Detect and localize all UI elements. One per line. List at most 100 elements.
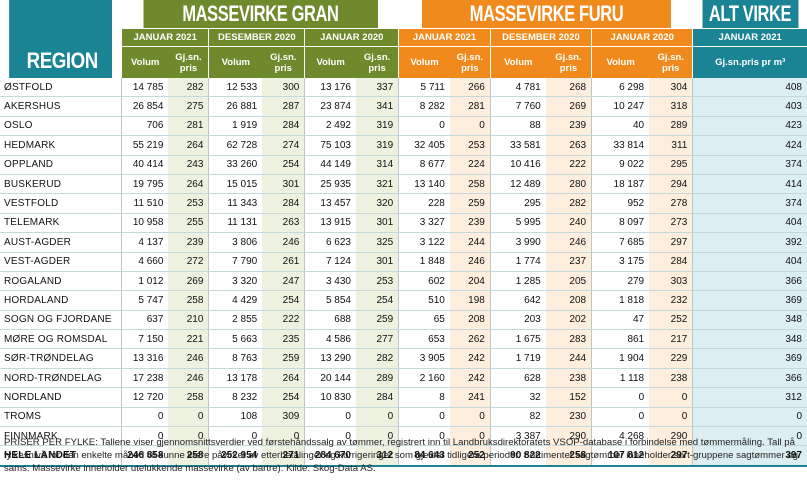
volum-cell: 6 623: [304, 232, 356, 253]
pris-cell: 0: [168, 407, 209, 428]
volum-cell: 1 285: [489, 271, 546, 292]
volum-cell: 2 160: [398, 368, 450, 389]
pris-cell: 283: [545, 329, 592, 350]
footnote: PRISER PER FYLKE: Tallene viser gjennoms…: [4, 437, 799, 474]
region-name: NORD-TRØNDELAG: [0, 368, 122, 389]
table-row: TROMS 0 0 108 309 0 0 0 0 82 230 0 0 0: [0, 407, 807, 428]
pris-cell: 235: [262, 329, 305, 350]
alt-pris-cell: 404: [692, 213, 807, 234]
pris-cell: 255: [168, 213, 209, 234]
region-name: AUST-AGDER: [0, 232, 122, 253]
pris-cell: 258: [449, 174, 491, 195]
pris-cell: 290: [649, 426, 693, 447]
pris-cell: 246: [449, 252, 491, 272]
pris-cell: 268: [545, 78, 592, 98]
volum-cell: 0: [398, 116, 450, 137]
volum-cell: 252 954: [208, 445, 263, 467]
pris-cell: 229: [649, 348, 693, 369]
volum-cell: 861: [591, 329, 650, 350]
pris-cell: 221: [168, 329, 209, 350]
volum-cell: 13 140: [398, 174, 450, 195]
pris-cell: 0: [649, 387, 693, 408]
col-pris: Gj.sn. pris: [449, 46, 491, 78]
volum-cell: 40: [591, 116, 650, 137]
pris-cell: 246: [262, 232, 305, 253]
price-table: REGION MASSEVIRKE GRAN MASSEVIRKE FURU A…: [0, 0, 807, 467]
pris-cell: 263: [545, 135, 592, 156]
region-name: SØR-TRØNDELAG: [0, 348, 122, 369]
volum-cell: 952: [591, 193, 650, 214]
alt-pris-cell: 348: [692, 310, 807, 331]
pris-cell: 301: [262, 174, 305, 195]
pris-cell: 224: [449, 155, 491, 175]
table-row: NORD-TRØNDELAG 17 238 246 13 178 264 20 144 28…: [0, 368, 807, 389]
volum-cell: 642: [489, 290, 546, 311]
pris-cell: 282: [355, 348, 399, 369]
volum-cell: 82: [489, 407, 546, 428]
table-row: VEST-AGDER 4 660 272 7 790 261 7 124 301 1 848 2…: [0, 252, 807, 272]
region-header: REGION: [9, 0, 113, 78]
pris-cell: 0: [262, 426, 305, 447]
gran-period-des2020: DESEMBER 2020: [208, 28, 305, 47]
region-name: BUSKERUD: [0, 174, 122, 195]
pris-cell: 246: [545, 232, 592, 253]
table-row: SØR-TRØNDELAG 13 316 246 8 763 259 13 290 282 3…: [0, 348, 807, 369]
pris-cell: 269: [168, 271, 209, 292]
pris-cell: 259: [449, 193, 491, 214]
alt-pris-cell: 408: [692, 78, 807, 98]
pris-cell: 152: [545, 387, 592, 408]
pris-cell: 272: [168, 252, 209, 272]
pris-cell: 275: [168, 96, 209, 117]
volum-cell: 7 124: [304, 252, 356, 272]
alt-pris-cell: 348: [692, 329, 807, 350]
alt-pris-cell: 366: [692, 368, 807, 389]
volum-cell: 10 416: [489, 155, 546, 175]
alt-virke-header: ALT VIRKE: [700, 0, 799, 29]
volum-cell: 4 781: [489, 78, 546, 98]
alt-pris-cell: 404: [692, 252, 807, 272]
volum-cell: 510: [398, 290, 450, 311]
pris-cell: 261: [262, 252, 305, 272]
volum-cell: 5 995: [489, 213, 546, 234]
pris-cell: 244: [449, 232, 491, 253]
pris-cell: 254: [262, 155, 305, 175]
gran-period-jan2021: JANUAR 2021: [121, 28, 209, 47]
volum-cell: 25 935: [304, 174, 356, 195]
volum-cell: 688: [304, 310, 356, 331]
volum-cell: 14 785: [121, 78, 169, 98]
pris-cell: 239: [168, 232, 209, 253]
volum-cell: 33 814: [591, 135, 650, 156]
volum-cell: 0: [121, 426, 169, 447]
pris-cell: 277: [355, 329, 399, 350]
volum-cell: 10 958: [121, 213, 169, 234]
volum-cell: 18 187: [591, 174, 650, 195]
pris-cell: 0: [649, 407, 693, 428]
pris-cell: 252: [649, 310, 693, 331]
volum-cell: 8 282: [398, 96, 450, 117]
pris-cell: 258: [168, 290, 209, 311]
volum-cell: 5 711: [398, 78, 450, 98]
volum-cell: 84 643: [398, 445, 450, 467]
table-row: OSLO 706 281 1 919 284 2 492 319 0 0 88 239 40 289 42…: [0, 116, 807, 137]
pris-cell: 222: [545, 155, 592, 175]
pris-cell: 314: [355, 155, 399, 175]
pris-cell: 0: [168, 426, 209, 447]
pris-cell: 300: [262, 78, 305, 98]
pris-cell: 289: [649, 116, 693, 137]
volum-cell: 47: [591, 310, 650, 331]
pris-cell: 0: [449, 116, 491, 137]
pris-cell: 244: [545, 348, 592, 369]
pris-cell: 240: [545, 213, 592, 234]
volum-cell: 3 175: [591, 252, 650, 272]
col-pris: Gj.sn. pris: [545, 46, 592, 78]
pris-cell: 238: [545, 368, 592, 389]
alt-pris-cell: 312: [692, 387, 807, 408]
volum-cell: 0: [304, 426, 356, 447]
pris-cell: 0: [355, 407, 399, 428]
volum-cell: 15 015: [208, 174, 263, 195]
volum-cell: 1 848: [398, 252, 450, 272]
region-name: ROGALAND: [0, 271, 122, 292]
volum-cell: 0: [591, 387, 650, 408]
pris-cell: 208: [449, 310, 491, 331]
pris-cell: 210: [168, 310, 209, 331]
